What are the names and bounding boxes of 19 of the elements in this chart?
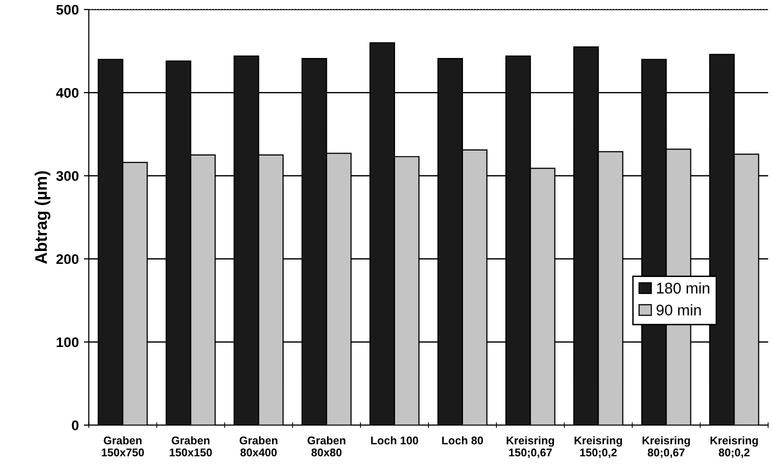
y-tick-label: 100 xyxy=(56,337,78,348)
x-tick-label: Loch 80 xyxy=(442,436,483,444)
x-tick-label: Loch 100 xyxy=(371,436,418,444)
x-tick-label: Graben 150x150 xyxy=(170,436,212,456)
x-tick-label: Graben 80x400 xyxy=(240,436,278,456)
x-tick-label: Kreisring 150;0,67 xyxy=(506,436,554,458)
y-tick-label: 400 xyxy=(56,88,78,98)
y-tick-label: 0 xyxy=(72,420,78,430)
x-tick-label: Kreisring 80;0,67 xyxy=(642,436,690,458)
x-tick-label: Graben 150x750 xyxy=(102,436,144,456)
legend-label: 180 min xyxy=(657,282,710,294)
y-axis-title: Abtrag (µm) xyxy=(34,171,50,264)
x-tick-label: Kreisring 80;0,2 xyxy=(710,436,758,458)
legend-label: 90 min xyxy=(656,304,701,316)
y-tick-label: 200 xyxy=(56,254,78,264)
x-tick-label: Graben 80x80 xyxy=(308,436,346,456)
x-tick-label: Kreisring 150;0,2 xyxy=(574,436,622,458)
y-tick-label: 500 xyxy=(56,4,78,15)
y-tick-label: 300 xyxy=(56,171,78,181)
